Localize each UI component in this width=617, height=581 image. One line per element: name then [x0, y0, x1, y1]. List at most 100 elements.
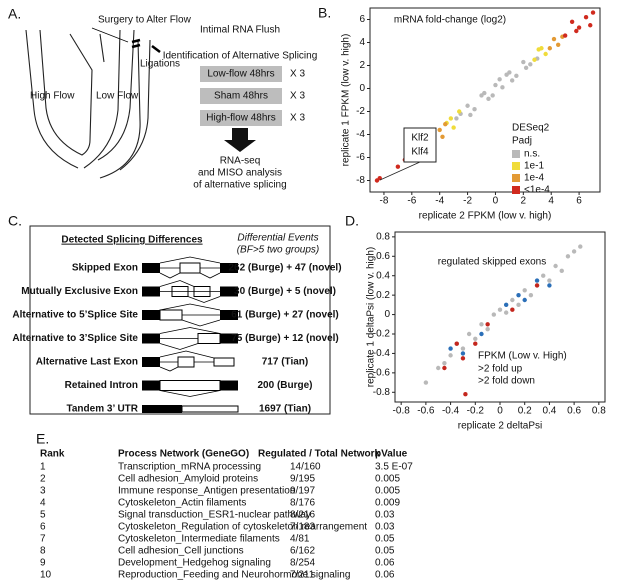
point	[423, 380, 429, 385]
exon-alt	[197, 333, 221, 344]
table-cell: 9/195	[290, 474, 315, 485]
point	[522, 288, 527, 293]
exon	[142, 333, 160, 344]
x-tick-label: 0.2	[518, 406, 532, 417]
point	[443, 121, 448, 127]
surgery-label: Surgery to Alter Flow	[98, 15, 192, 26]
splice-type: Alternative Last Exon	[36, 357, 138, 368]
y-tick-label: 4	[359, 37, 365, 48]
table-cell: 6	[40, 522, 46, 533]
table-cell: Signal transduction_ESR1-nuclear pathway	[118, 510, 311, 521]
splice-events: 30 (Burge) + 5 (novel)	[234, 286, 336, 297]
point	[437, 127, 442, 133]
exon	[142, 357, 160, 367]
exon	[142, 380, 160, 391]
point	[454, 341, 459, 346]
table-cell: Transcription_mRNA processing	[118, 462, 261, 473]
y-tick-label: 0.6	[376, 251, 390, 262]
table-cell: 4/81	[290, 534, 310, 545]
splice-line	[159, 327, 221, 350]
table-cell: 8	[40, 546, 46, 557]
exon	[142, 310, 160, 320]
point	[509, 78, 515, 83]
point	[516, 292, 521, 298]
point	[547, 283, 552, 288]
point	[532, 57, 537, 62]
point	[551, 36, 557, 42]
table-header: Regulated / Total Network	[258, 449, 380, 460]
legend-label: >2 fold down	[478, 376, 535, 387]
panel-c-frame	[29, 225, 331, 415]
point	[504, 72, 509, 77]
chart-title: mRNA fold-change (log2)	[394, 15, 506, 26]
splice-line	[159, 303, 221, 327]
point	[440, 134, 445, 139]
annotation-box	[403, 127, 437, 163]
c-events-header: (BF>5 two groups)	[237, 245, 320, 256]
group-box	[200, 88, 282, 104]
result-text: of alternative splicing	[193, 180, 286, 191]
splice-type: Mutually Exclusive Exon	[21, 286, 138, 297]
point	[479, 331, 484, 337]
point	[559, 268, 564, 274]
group-box	[200, 110, 282, 126]
table-cell: 9	[40, 558, 46, 569]
table-cell: Cytoskeleton_Intermediate filaments	[118, 534, 280, 545]
legend-label: 1e-1	[524, 161, 544, 172]
exon-alt	[159, 380, 221, 391]
legend-swatch	[512, 174, 520, 182]
x-tick-label: -6	[407, 196, 416, 207]
x-tick-label: 0	[493, 196, 499, 207]
high-flow-label: High Flow	[30, 91, 75, 102]
table-cell: 3.5 E-07	[375, 462, 413, 473]
splice-events: 200 (Burge)	[257, 380, 312, 391]
exon	[220, 380, 238, 391]
point	[543, 51, 548, 57]
x-tick-label: 4	[548, 196, 554, 207]
legend-swatch	[512, 162, 520, 170]
x-tick-label: 0.4	[542, 406, 556, 417]
table-cell: 8/176	[290, 498, 315, 509]
legend-label: 1e-4	[524, 173, 544, 184]
panel-label: E.	[36, 431, 49, 447]
table-cell: 7	[40, 534, 46, 545]
group-name: Low-flow 48hrs	[207, 69, 274, 80]
group-box	[200, 66, 282, 82]
panel-a: A. Surgery to Alter Flow Ligations High …	[8, 6, 317, 179]
x-tick-label: -0.6	[417, 406, 435, 417]
x-tick-label: 2	[521, 196, 527, 207]
point	[514, 73, 519, 79]
y-tick-label: -0.2	[373, 329, 391, 340]
table-cell: 8/254	[290, 558, 315, 569]
table-cell: Cytoskeleton_Regulation of cytoskeleton …	[118, 522, 367, 533]
legend-title: Padj	[512, 136, 532, 147]
y-tick-label: -6	[356, 152, 365, 163]
point	[482, 90, 487, 96]
point	[460, 356, 466, 361]
annotation-pointer	[379, 161, 421, 181]
table-cell: Reproduction_Feeding and Neurohormone si…	[118, 570, 350, 581]
point	[516, 302, 521, 308]
table-cell: Cytoskeleton_Actin filaments	[118, 498, 246, 509]
point	[436, 365, 441, 371]
point	[493, 82, 498, 88]
table-cell: 3	[40, 486, 46, 497]
table-cell: 7/211	[290, 570, 315, 581]
legend-title: DESeq2	[512, 123, 550, 134]
plot-frame	[369, 7, 601, 193]
panel-label: A.	[8, 6, 21, 22]
annotation: Klf2	[411, 133, 429, 144]
y-tick-label: -2	[356, 106, 365, 117]
x-tick-label: 0	[497, 406, 503, 417]
point	[485, 322, 490, 327]
point	[503, 302, 509, 308]
x-tick-label: 0.8	[592, 406, 606, 417]
table-header: Process Network (GeneGO)	[118, 449, 249, 460]
arrow	[224, 128, 256, 152]
table-cell: 14/160	[290, 462, 321, 473]
point	[457, 109, 462, 114]
exon-alt	[177, 356, 195, 368]
c-events-header: Differential Events	[237, 233, 318, 244]
table-cell: 0.06	[375, 558, 395, 569]
table-cell: 0.05	[375, 534, 395, 545]
